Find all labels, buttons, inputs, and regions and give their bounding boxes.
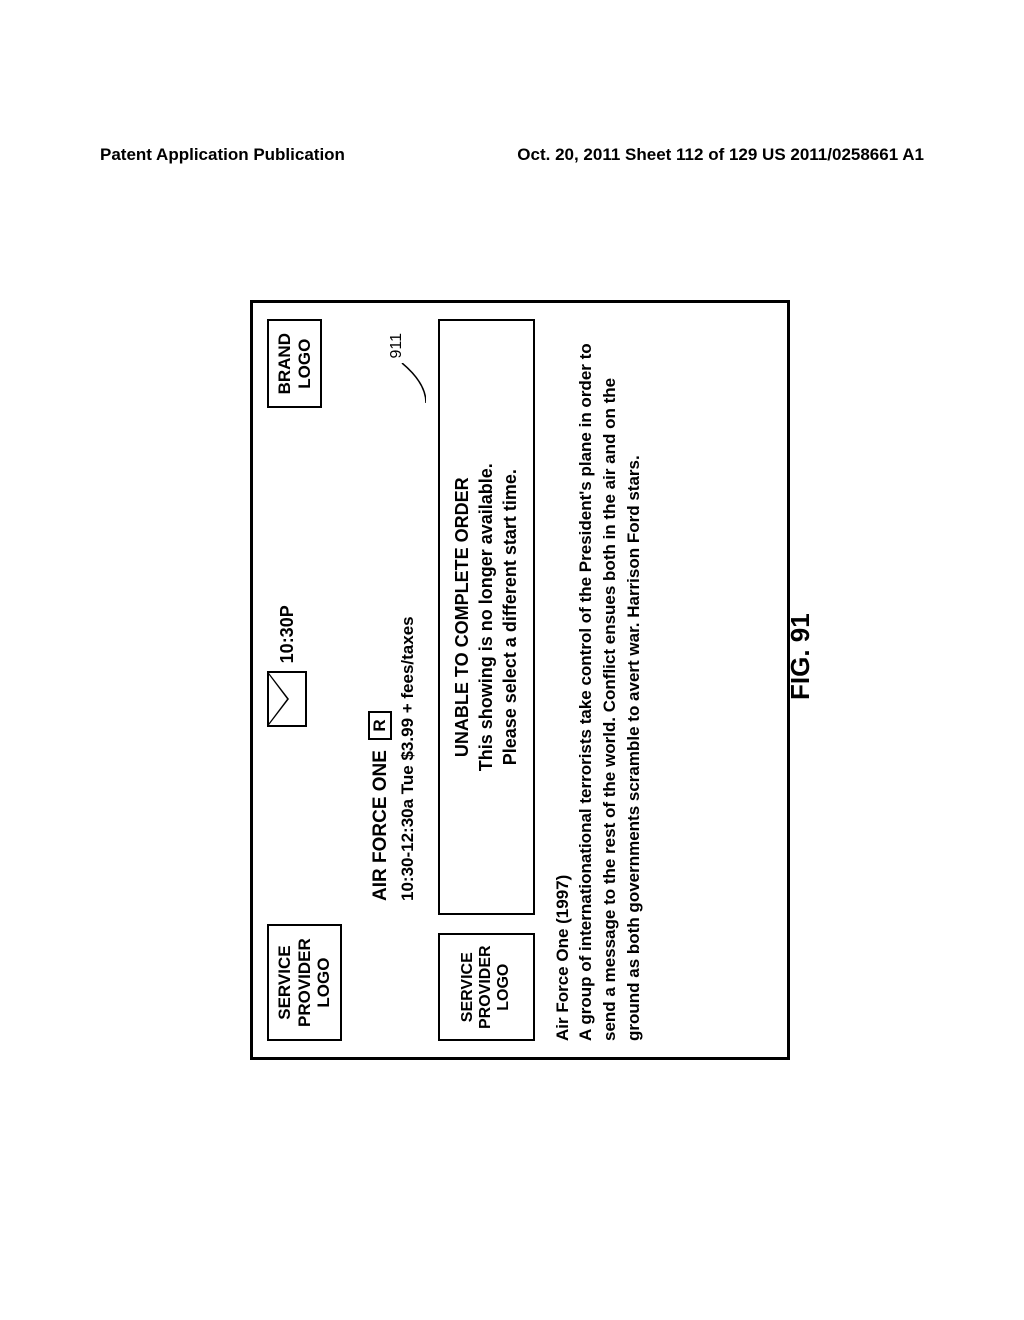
figure-wrapper: SERVICE PROVIDER LOGO 10:30P BRAND LOGO … (250, 300, 790, 1060)
header-left: Patent Application Publication (100, 145, 345, 165)
price-line: 10:30-12:30a Tue $3.99 + fees/taxes (398, 319, 418, 901)
service-provider-logo-mid: SERVICE PROVIDER LOGO (438, 933, 535, 1041)
movie-title: AIR FORCE ONE (370, 750, 391, 901)
top-bar: SERVICE PROVIDER LOGO 10:30P BRAND LOGO (267, 319, 342, 1041)
figure-label: FIG. 91 (785, 613, 816, 700)
logo-text: BRAND LOGO (275, 333, 314, 394)
rating-badge: R (368, 711, 392, 739)
error-line-3: Please select a different start time. (498, 339, 522, 895)
logo-text: SERVICE PROVIDER LOGO (275, 938, 333, 1027)
tv-screen-box: SERVICE PROVIDER LOGO 10:30P BRAND LOGO … (250, 300, 790, 1060)
brand-logo: BRAND LOGO (267, 319, 322, 408)
desc-title: Air Force One (1997) (551, 319, 575, 1041)
error-row: SERVICE PROVIDER LOGO UNABLE TO COMPLETE… (438, 319, 535, 1041)
logo-text: SERVICE PROVIDER LOGO (459, 945, 514, 1029)
desc-body: A group of internationational terrorists… (574, 319, 645, 1041)
service-provider-logo-top: SERVICE PROVIDER LOGO (267, 924, 342, 1041)
callout-number: 911 (388, 333, 406, 359)
callout-leader-line (398, 363, 426, 403)
clock-time: 10:30P (277, 605, 298, 663)
header-right: Oct. 20, 2011 Sheet 112 of 129 US 2011/0… (517, 145, 924, 165)
error-line-2: This showing is no longer available. (474, 339, 498, 895)
movie-description: Air Force One (1997) A group of internat… (551, 319, 646, 1041)
title-row: AIR FORCE ONE R (368, 319, 392, 901)
clock-envelope-group: 10:30P (267, 605, 307, 727)
envelope-icon (267, 671, 307, 727)
error-message-box: UNABLE TO COMPLETE ORDER This showing is… (438, 319, 535, 915)
page: Patent Application Publication Oct. 20, … (0, 0, 1024, 1320)
error-line-1: UNABLE TO COMPLETE ORDER (450, 339, 474, 895)
page-header: Patent Application Publication Oct. 20, … (100, 145, 924, 165)
